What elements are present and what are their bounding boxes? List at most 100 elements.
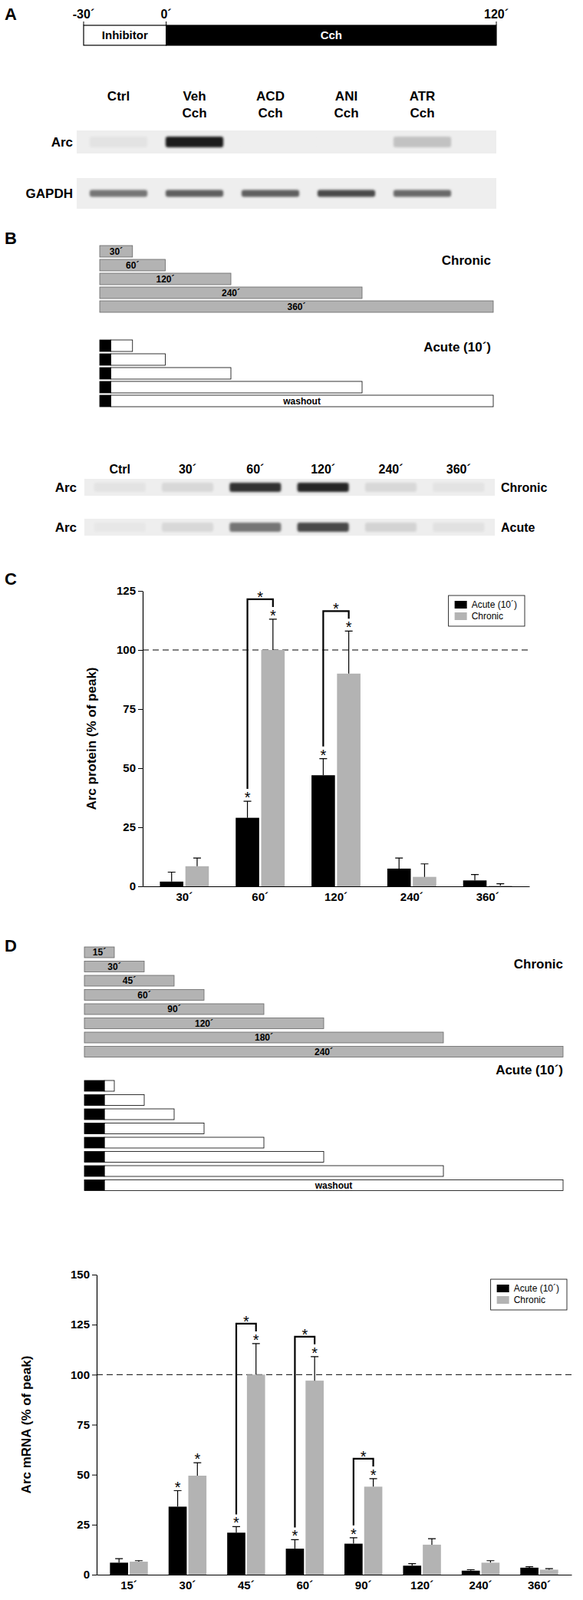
tick: 25	[76, 1517, 97, 1531]
bar	[461, 1570, 481, 1575]
tick: 125	[116, 583, 143, 597]
duration-label: 15´	[92, 946, 106, 958]
significance-bracket	[236, 1323, 257, 1515]
washout-bar	[110, 367, 231, 379]
tick: 240´	[400, 889, 424, 903]
tick-label: 240´	[469, 1577, 493, 1591]
blot-band	[365, 482, 417, 492]
significance-star: *	[243, 1312, 250, 1330]
y-axis: 0255075100125	[116, 583, 144, 893]
tick: 240´	[469, 1577, 493, 1591]
bar	[305, 1380, 324, 1575]
pulse-bar	[84, 1108, 105, 1120]
lane-label: Veh	[182, 88, 206, 104]
tick-mark	[138, 826, 143, 828]
tick-mark	[92, 1274, 97, 1275]
tick: 60´	[251, 889, 269, 903]
significance-star: *	[350, 1525, 357, 1542]
tick: 15´	[120, 1577, 138, 1591]
blot-band	[393, 190, 452, 198]
axis-line	[96, 1274, 98, 1575]
axis-title: Arc mRNA (% of peak)	[19, 1355, 34, 1494]
segment-label: Inhibitor	[102, 28, 149, 42]
tick: 60´	[296, 1577, 313, 1591]
error-bar	[467, 1568, 475, 1570]
significance-star: *	[244, 788, 251, 806]
blot-band	[432, 482, 485, 492]
significance-bracket	[353, 1458, 374, 1526]
washout-bar	[104, 1136, 264, 1148]
tick-label: 360´	[476, 889, 500, 903]
error-bar	[167, 872, 176, 882]
significance-star: *	[256, 588, 264, 606]
chronic-bar	[84, 1003, 264, 1015]
chronic-bar	[99, 286, 363, 299]
legend-swatch	[497, 1295, 510, 1304]
lane-label: ANI	[335, 88, 358, 104]
tick: 150	[70, 1267, 97, 1281]
blot-band	[94, 522, 146, 532]
panel-label: B	[4, 228, 17, 248]
error-bar	[428, 1538, 436, 1545]
lane-label: Ctrl	[107, 88, 130, 104]
washout-bar	[104, 1123, 205, 1134]
blot-background	[76, 177, 497, 209]
washout-bar	[110, 395, 494, 407]
lane-label: ACD	[256, 88, 285, 104]
bar	[261, 649, 286, 887]
lane-label: 240´	[378, 462, 403, 476]
washout-bar	[110, 381, 363, 393]
blot-band	[393, 136, 452, 148]
timeline-tick-label: 120´	[484, 7, 509, 21]
significance-star: *	[370, 1465, 377, 1483]
plot-area	[109, 1343, 558, 1575]
bar	[344, 1543, 363, 1575]
duration-label: 45´	[122, 974, 136, 986]
tick-label: 50	[122, 760, 136, 775]
duration-label: 240´	[314, 1046, 333, 1058]
group-title: Acute (10´)	[495, 1062, 564, 1078]
tick-label: 0	[129, 879, 136, 893]
bar	[311, 774, 336, 887]
axis-line	[97, 1574, 573, 1575]
tick: 45´	[237, 1577, 255, 1591]
bar	[422, 1544, 442, 1575]
tick-mark	[138, 767, 143, 769]
bar	[520, 1567, 539, 1575]
panel-label: A	[4, 4, 17, 24]
bar	[168, 1505, 188, 1575]
error-bar	[252, 1343, 261, 1374]
error-bar	[345, 630, 353, 673]
tick: 25	[122, 820, 143, 834]
significance-star: *	[292, 1526, 299, 1544]
washout-bar	[104, 1108, 175, 1120]
lane-label: Cch	[333, 105, 359, 121]
duration-label: 180´	[254, 1031, 274, 1043]
duration-label: 90´	[167, 1003, 181, 1015]
pulse-bar	[84, 1179, 105, 1191]
blot-band	[229, 522, 281, 532]
bar	[336, 673, 361, 887]
significance-star: *	[360, 1447, 367, 1465]
timeline-tick-label: 0´	[160, 7, 172, 21]
lane-label: 60´	[246, 462, 264, 476]
timeline-tick	[165, 21, 167, 26]
bar	[402, 1564, 422, 1575]
washout-bar	[110, 353, 165, 366]
group-title: Chronic	[513, 956, 564, 972]
bar	[227, 1531, 246, 1575]
blot-band	[297, 482, 350, 492]
pulse-bar	[99, 395, 111, 407]
legend-box	[448, 595, 525, 626]
duration-label: 120´	[194, 1017, 214, 1029]
bar	[540, 1568, 559, 1575]
blot-band	[161, 522, 214, 532]
legend-swatch	[497, 1284, 510, 1292]
group-title: Acute (10´)	[423, 339, 491, 355]
legend-label: Acute (10´)	[513, 1282, 560, 1294]
tick: 125	[70, 1317, 97, 1331]
axis-line	[143, 886, 531, 887]
tick-mark	[138, 649, 143, 651]
bar	[463, 879, 488, 887]
tick: 120´	[324, 889, 348, 903]
